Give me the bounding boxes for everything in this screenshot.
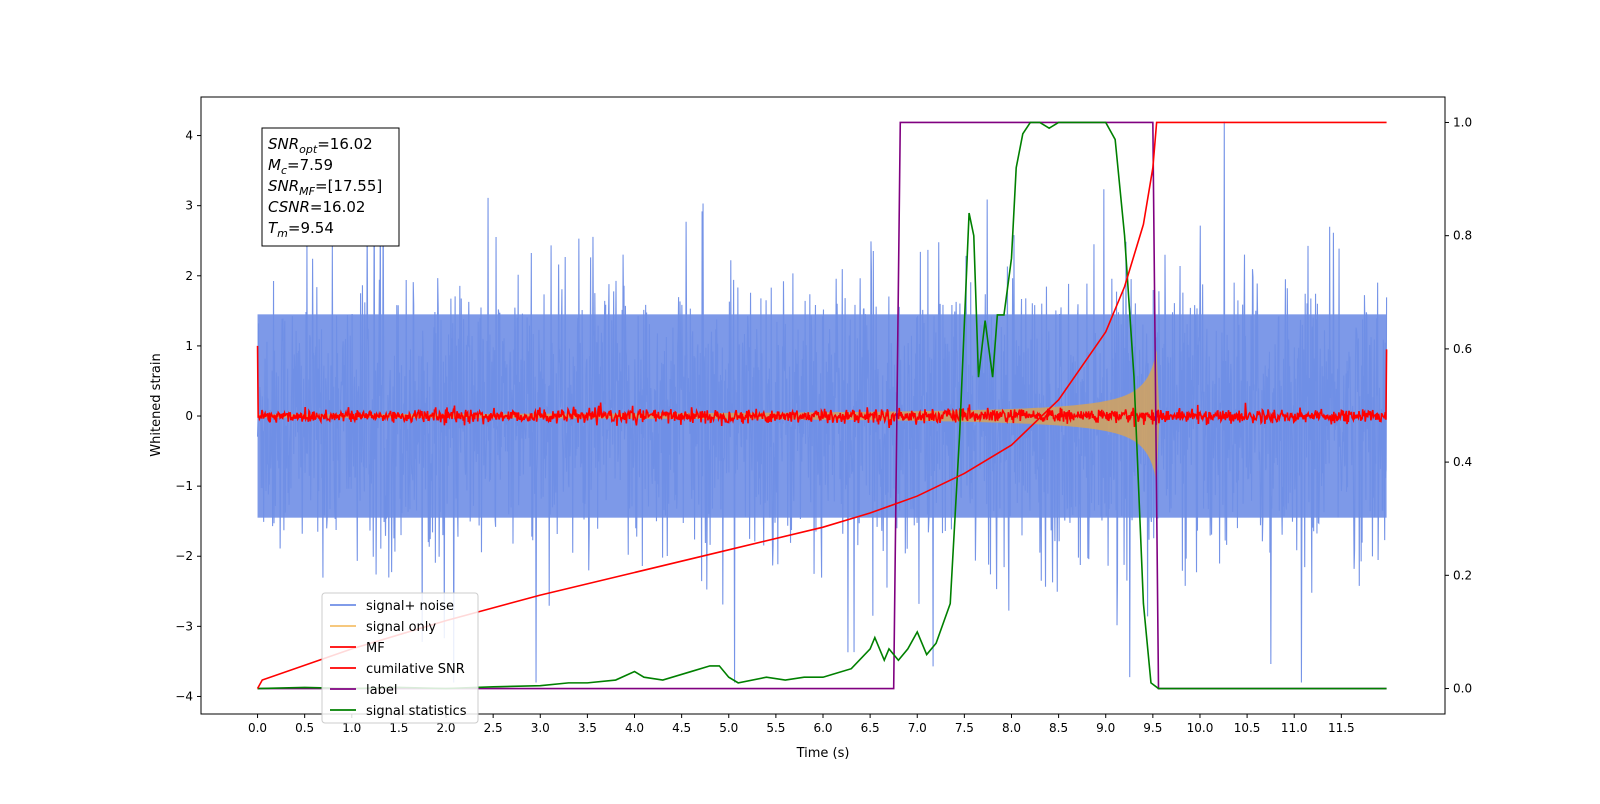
series-mf — [256, 345, 1388, 429]
y-axis-right: 0.0 0.2 0.4 0.6 0.8 1.0 — [1445, 115, 1472, 696]
stats-annotation-line: Tm=9.54 — [268, 219, 334, 240]
x-tick-label: 9.5 — [1143, 721, 1162, 735]
x-tick-label: 6.0 — [813, 721, 832, 735]
y-tick-label: 0 — [185, 409, 193, 423]
stats-annotation-line: SNRopt=16.02 — [268, 135, 373, 156]
x-tick-label: 5.5 — [766, 721, 785, 735]
y-tick-label: 4 — [185, 129, 193, 143]
x-tick-label: 8.5 — [1049, 721, 1068, 735]
x-tick-label: 1.5 — [389, 721, 408, 735]
x-tick-label: 4.5 — [672, 721, 691, 735]
legend-entry-label: label — [366, 683, 397, 698]
y-tick-label: 1 — [185, 339, 193, 353]
x-tick-label: 3.5 — [578, 721, 597, 735]
y2-tick-label: 0.8 — [1453, 229, 1472, 243]
y2-tick-label: 0.4 — [1453, 455, 1472, 469]
y-tick-label: −1 — [175, 479, 193, 493]
stats-annotation: SNRopt=16.02Mc=7.59SNRMF=[17.55]CSNR=16.… — [261, 127, 400, 247]
y2-tick-label: 0.0 — [1453, 682, 1472, 696]
x-axis-label: Time (s) — [796, 746, 850, 761]
x-tick-label: 2.5 — [484, 721, 503, 735]
x-tick-label: 10.0 — [1187, 721, 1214, 735]
x-tick-label: 2.0 — [436, 721, 455, 735]
y2-tick-label: 0.6 — [1453, 342, 1472, 356]
x-tick-label: 7.0 — [908, 721, 927, 735]
stats-annotation-line: CSNR=16.02 — [268, 198, 365, 216]
x-tick-label: 0.5 — [295, 721, 314, 735]
series-layer — [256, 121, 1388, 690]
stats-annotation-frame — [261, 127, 400, 247]
y-tick-label: 2 — [185, 269, 193, 283]
y2-tick-label: 0.2 — [1453, 568, 1472, 582]
x-tick-label: 10.5 — [1234, 721, 1261, 735]
series-signal-only — [257, 349, 1160, 483]
legend-entry-label: MF — [366, 641, 385, 656]
legend-entry-label: cumilative SNR — [366, 662, 465, 677]
x-tick-label: 1.0 — [342, 721, 361, 735]
x-tick-label: 3.0 — [531, 721, 550, 735]
y-tick-label: −3 — [175, 619, 193, 633]
legend-entry-label: signal statistics — [366, 704, 467, 719]
x-tick-label: 9.0 — [1096, 721, 1115, 735]
x-tick-label: 11.0 — [1281, 721, 1308, 735]
x-tick-label: 0.0 — [248, 721, 267, 735]
x-axis: 0.0 0.5 1.0 1.5 2.0 2.5 3.0 3.5 4.0 4.5 5.0 5.5 6.0 6… — [248, 714, 1355, 735]
x-tick-label: 5.0 — [719, 721, 738, 735]
x-tick-label: 6.5 — [861, 721, 880, 735]
x-tick-label: 8.0 — [1002, 721, 1021, 735]
legend-frame — [321, 592, 479, 724]
legend-entry-label: signal only — [366, 620, 436, 635]
y2-tick-label: 1.0 — [1453, 115, 1472, 129]
series-signal-statistics — [257, 121, 1387, 690]
x-tick-label: 4.0 — [625, 721, 644, 735]
y-tick-label: −4 — [175, 689, 193, 703]
y-tick-label: 3 — [185, 199, 193, 213]
x-tick-label: 7.5 — [955, 721, 974, 735]
y-tick-label: −2 — [175, 549, 193, 563]
legend-entry-label: signal+ noise — [366, 599, 454, 614]
x-tick-label: 11.5 — [1328, 721, 1355, 735]
y-axis-label: Whitened strain — [149, 353, 164, 456]
legend: signal+ noise signal only MF cumilative SNR… — [321, 592, 479, 724]
y-axis-left: −4 −3 −2 −1 0 1 2 3 4 — [175, 129, 201, 703]
stats-annotation-line: Mc=7.59 — [268, 156, 333, 177]
stats-annotation-line: SNRMF=[17.55] — [268, 177, 382, 198]
